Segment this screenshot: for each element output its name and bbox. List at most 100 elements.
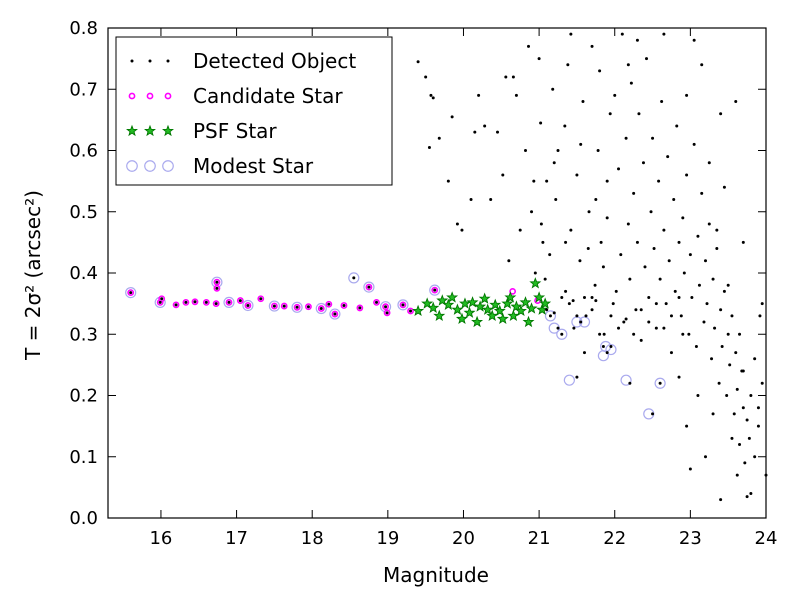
detected-object-point — [658, 381, 662, 385]
psf-star-point — [455, 312, 468, 325]
legend-marker — [162, 160, 174, 172]
y-tick-label: 0.8 — [69, 18, 98, 39]
detected-object-point — [626, 63, 630, 67]
detected-object-point — [734, 351, 738, 355]
modest-star-point — [605, 343, 617, 356]
detected-object-point — [401, 303, 405, 307]
detected-object-point — [333, 312, 337, 316]
psf-star-point — [493, 304, 506, 317]
detected-object-point — [651, 136, 655, 140]
detected-object-point — [582, 351, 586, 355]
detected-object-point — [760, 381, 764, 385]
detected-object-point — [594, 299, 598, 303]
modest-star-point — [268, 300, 280, 312]
psf-star-point — [433, 309, 446, 321]
detected-object-point — [677, 240, 681, 244]
detected-object-point — [409, 309, 413, 313]
detected-object-point — [374, 300, 378, 304]
modest-star-point — [348, 272, 360, 284]
detected-object-point — [749, 492, 753, 495]
detected-object-point — [692, 142, 696, 146]
y-tick-label: 0.6 — [69, 141, 98, 162]
detected-object-point — [527, 44, 531, 48]
detected-object-point — [743, 461, 747, 465]
psf-star-point — [446, 291, 459, 303]
detected-object-point — [753, 357, 757, 361]
detected-object-point — [416, 60, 420, 64]
detected-object-point — [745, 418, 749, 422]
legend-marker — [144, 160, 156, 172]
detected-object-point — [738, 443, 742, 446]
detected-object-point — [385, 311, 389, 315]
detected-object-point — [651, 412, 655, 416]
detected-object-point — [543, 277, 547, 281]
detected-object-point — [719, 112, 723, 116]
detected-object-point — [613, 93, 617, 97]
detected-object-point — [707, 222, 711, 226]
detected-object-point — [384, 305, 388, 309]
x-tick-label: 19 — [376, 528, 399, 549]
detected-object-point — [594, 198, 598, 201]
detected-object-point — [563, 124, 567, 128]
detected-object-point — [703, 259, 707, 263]
modest-star-point — [291, 301, 303, 313]
detected-object-point — [732, 412, 736, 416]
y-tick-label: 0.7 — [69, 79, 98, 100]
detected-object-point — [624, 136, 628, 140]
detected-object-point — [662, 326, 666, 330]
detected-object-point — [700, 191, 704, 195]
detected-object-point — [352, 276, 356, 280]
detected-object-point — [747, 436, 751, 440]
detected-object-point — [551, 87, 555, 91]
y-tick-label: 0.1 — [69, 447, 98, 468]
detected-object-point — [584, 314, 588, 318]
legend-label: PSF Star — [193, 119, 277, 143]
detected-object-point — [532, 179, 536, 183]
detected-object-point — [756, 406, 760, 410]
detected-object-point — [567, 302, 571, 306]
detected-object-point — [685, 93, 689, 97]
detected-object-point — [675, 124, 679, 128]
detected-object-point — [537, 57, 541, 61]
detected-object-point — [429, 93, 433, 97]
detected-object-point — [581, 100, 585, 103]
detected-object-point — [617, 167, 621, 171]
detected-object-point — [433, 288, 437, 292]
detected-object-point — [722, 185, 726, 189]
candidate-star-point — [509, 287, 517, 295]
detected-object-point — [554, 198, 558, 201]
detected-object-point — [679, 314, 683, 318]
modest-star-point — [397, 299, 409, 311]
detected-object-point — [556, 326, 560, 330]
detected-object-point — [664, 302, 668, 306]
detected-object-point — [620, 32, 624, 36]
psf-star-point — [522, 315, 535, 328]
detected-object-point — [643, 265, 647, 269]
psf-star-point — [451, 303, 464, 315]
legend-label: Modest Star — [193, 154, 314, 178]
detected-object-point — [586, 247, 590, 250]
detected-object-point — [587, 210, 591, 214]
detected-object-point — [530, 210, 534, 214]
y-tick-label: 0.2 — [69, 386, 98, 407]
detected-object-point — [215, 286, 219, 290]
detected-object-point — [601, 345, 605, 348]
detected-object-point — [734, 100, 738, 103]
x-tick-label: 24 — [755, 528, 778, 549]
axes: 16 17 18 19 20 21 22 23 24 0.0 0.1 0.2 0.3 0.4 0.5 0.6 0… — [69, 18, 777, 549]
psf-star-point — [463, 306, 476, 318]
detected-object-point — [666, 155, 670, 159]
detected-object-point — [629, 81, 633, 85]
detected-object-point — [327, 302, 331, 306]
detected-object-point — [619, 253, 623, 257]
detected-object-point — [626, 222, 630, 226]
psf-star-point — [510, 300, 523, 312]
detected-object-point — [602, 332, 606, 336]
detected-object-point — [658, 277, 662, 281]
detected-object-point — [758, 314, 762, 318]
psf-star-point — [519, 296, 532, 308]
detected-object-point — [711, 277, 715, 281]
detected-object-point — [319, 307, 323, 311]
psf-star-point — [421, 297, 434, 309]
detected-object-point — [158, 300, 162, 304]
